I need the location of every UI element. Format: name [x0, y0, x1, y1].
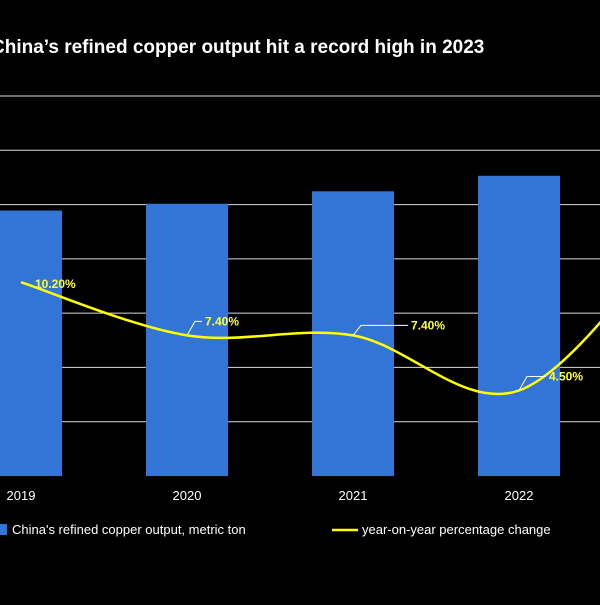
bar-series — [0, 175, 560, 477]
gridlines — [0, 95, 600, 423]
data-label-leader — [518, 376, 546, 391]
line-series: 10.20% 7.40% 7.40% 4.50% — [20, 277, 600, 396]
legend-bar-label: China's refined copper output, metric to… — [12, 522, 246, 537]
bar-2019 — [0, 210, 62, 477]
legend: China's refined copper output, metric to… — [0, 522, 551, 537]
data-label-2019: 10.20% — [35, 277, 76, 291]
data-label-leader — [186, 320, 202, 336]
yoy-change-line — [20, 281, 600, 396]
chart-title: China’s refined copper output hit a reco… — [0, 37, 484, 58]
x-axis-ticks: 20192020202120222023 — [7, 488, 534, 503]
data-label-leader — [352, 324, 408, 336]
x-tick-label: 2019 — [7, 488, 36, 503]
bar-2022 — [478, 175, 560, 477]
x-tick-label: 2022 — [505, 488, 534, 503]
x-tick-label: 2021 — [339, 488, 368, 503]
bar-2020 — [146, 203, 228, 476]
legend-line-label: year-on-year percentage change — [362, 522, 551, 537]
data-label-2022: 4.50% — [549, 370, 583, 384]
legend-bar-swatch — [0, 524, 7, 535]
x-tick-label: 2020 — [173, 488, 202, 503]
data-label-2021: 7.40% — [411, 318, 445, 332]
data-label-2020: 7.40% — [205, 314, 239, 328]
